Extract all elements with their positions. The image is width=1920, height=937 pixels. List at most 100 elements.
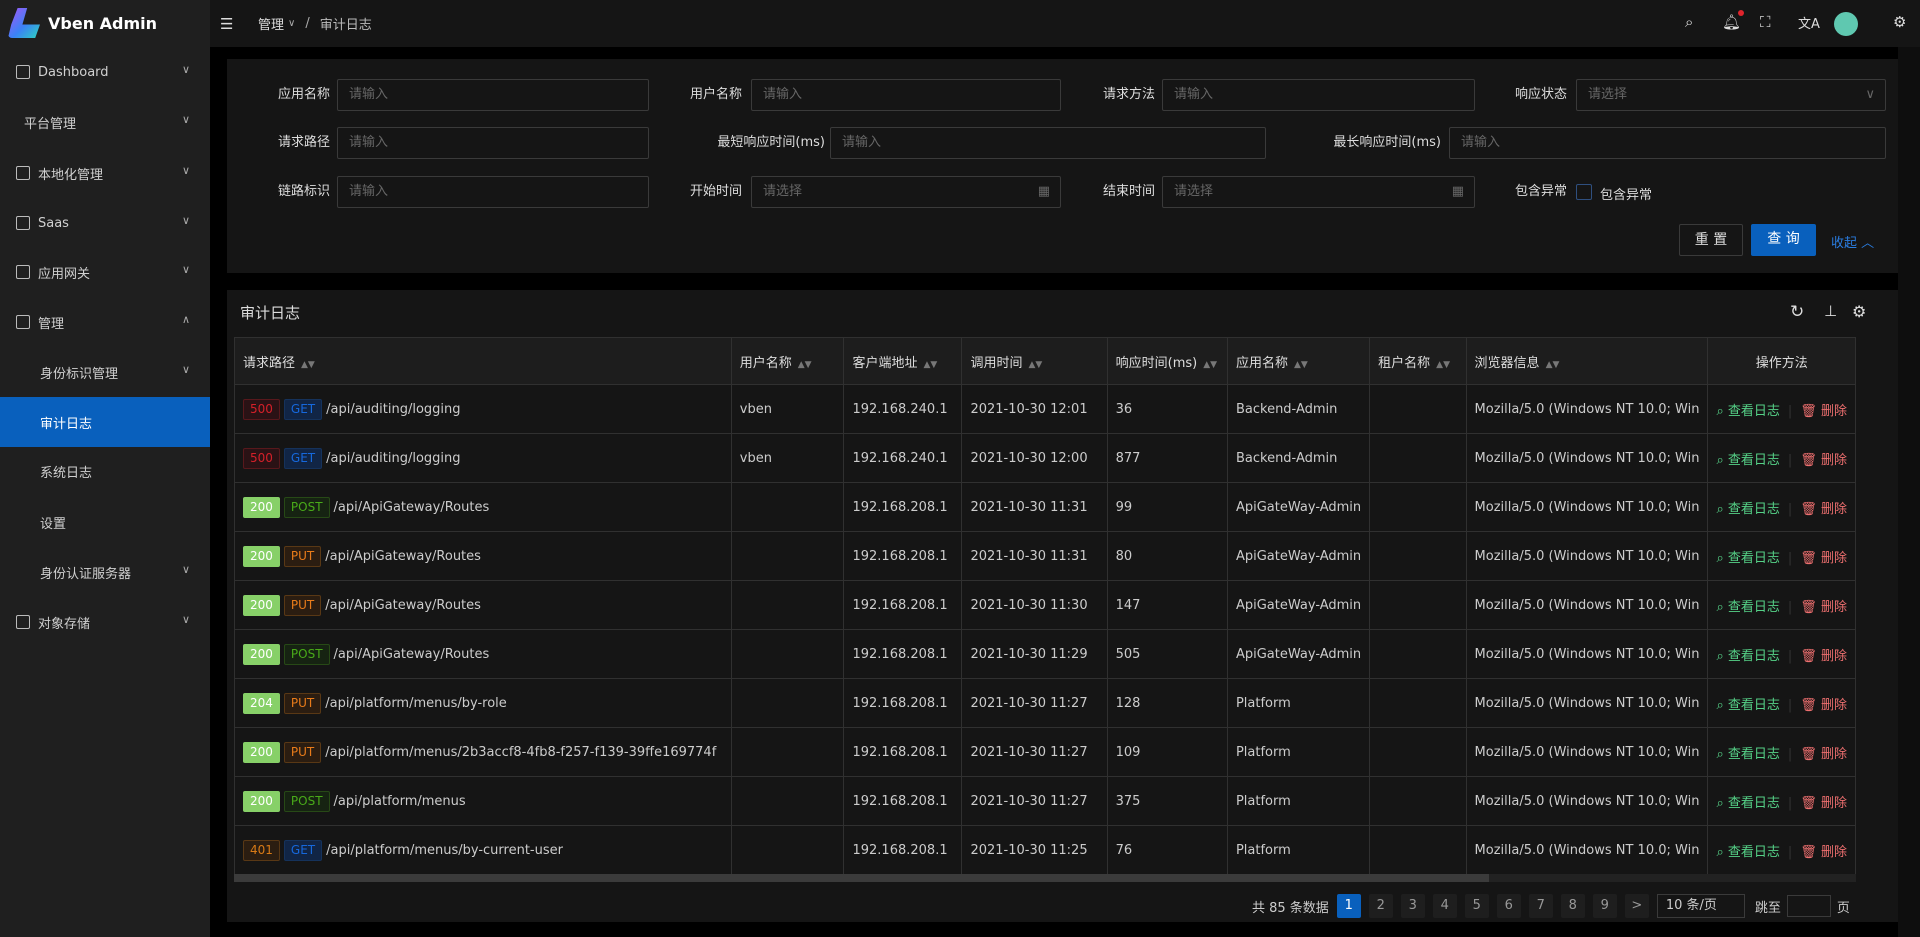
sidebar-item[interactable]: Saas ∨	[0, 198, 210, 248]
delete-button[interactable]: 🗑︎ 删除	[1800, 502, 1847, 517]
page-button[interactable]: 7	[1528, 894, 1553, 918]
delete-button[interactable]: 🗑︎ 删除	[1800, 404, 1847, 419]
table-row[interactable]: 200 POST/api/ApiGateway/Routes 192.168.20…	[234, 629, 1856, 679]
bell-icon[interactable]: 🔔︎	[1722, 10, 1745, 31]
sidebar-item[interactable]: 身份认证服务器 ∨	[0, 547, 210, 597]
page-button[interactable]: 3	[1400, 894, 1425, 918]
page-button[interactable]: 5	[1464, 894, 1489, 918]
page-button[interactable]: 6	[1496, 894, 1521, 918]
translate-icon[interactable]: 文A	[1798, 17, 1820, 32]
page-button[interactable]: 9	[1592, 894, 1617, 918]
sort-icon[interactable]: ▲▼	[1436, 359, 1451, 370]
jump-input[interactable]	[1786, 895, 1831, 917]
menu-fold-icon[interactable]: ☰	[220, 14, 234, 33]
table-row[interactable]: 200 POST/api/platform/menus 192.168.208.1…	[234, 776, 1856, 826]
view-log-button[interactable]: ⌕ 查看日志	[1716, 453, 1779, 468]
view-log-button[interactable]: ⌕ 查看日志	[1716, 845, 1779, 860]
view-log-button[interactable]: ⌕ 查看日志	[1716, 747, 1779, 762]
delete-button[interactable]: 🗑︎ 删除	[1800, 600, 1847, 615]
table-row[interactable]: 500 GET/api/auditing/logging vben 192.168…	[234, 384, 1856, 434]
start-input[interactable]: 请选择 ▦	[751, 176, 1061, 208]
sort-icon[interactable]: ▲▼	[1028, 359, 1043, 370]
view-log-button[interactable]: ⌕ 查看日志	[1716, 649, 1779, 664]
query-button[interactable]: 查 询	[1751, 224, 1816, 256]
exception-checkbox-label[interactable]: 包含异常	[1600, 188, 1653, 203]
user_name-input[interactable]: 请输入	[751, 79, 1061, 111]
column-header[interactable]: 请求路径 ▲▼	[234, 337, 732, 385]
table-row[interactable]: 200 POST/api/ApiGateway/Routes 192.168.20…	[234, 482, 1856, 532]
path-input[interactable]: 请输入	[337, 127, 649, 159]
sidebar-item[interactable]: 本地化管理 ∨	[0, 148, 210, 198]
sort-icon[interactable]: ▲▼	[1203, 359, 1218, 370]
sort-icon[interactable]: ▲▼	[1293, 359, 1308, 370]
sidebar-item[interactable]: 设置	[0, 497, 210, 547]
page-scrollbar[interactable]	[1898, 47, 1920, 937]
reset-button[interactable]: 重 置	[1679, 224, 1743, 256]
method-input[interactable]: 请输入	[1162, 79, 1475, 111]
sidebar-item[interactable]: 管理 ∧	[0, 297, 210, 347]
scrollbar-thumb[interactable]	[234, 874, 1489, 882]
sort-icon[interactable]: ▲▼	[797, 359, 812, 370]
view-log-button[interactable]: ⌕ 查看日志	[1716, 698, 1779, 713]
collapse-link[interactable]: 收起 ︿	[1831, 232, 1874, 251]
horizontal-scrollbar[interactable]	[234, 874, 1856, 882]
table-row[interactable]: 200 PUT/api/ApiGateway/Routes 192.168.208…	[234, 531, 1856, 581]
max_time-input[interactable]: 请输入	[1449, 127, 1886, 159]
view-log-button[interactable]: ⌕ 查看日志	[1716, 502, 1779, 517]
table-row[interactable]: 500 GET/api/auditing/logging vben 192.168…	[234, 433, 1856, 483]
delete-button[interactable]: 🗑︎ 删除	[1800, 747, 1847, 762]
settings-icon[interactable]: ⚙	[1893, 13, 1907, 31]
sort-icon[interactable]: ▲▼	[301, 359, 315, 370]
density-icon[interactable]: ⊥	[1824, 302, 1838, 320]
delete-button[interactable]: 🗑︎ 删除	[1800, 649, 1847, 664]
min_time-input[interactable]: 请输入	[830, 127, 1266, 159]
page-button[interactable]: 1	[1336, 894, 1361, 918]
sidebar-item[interactable]: 身份标识管理 ∨	[0, 347, 210, 397]
table-row[interactable]: 200 PUT/api/platform/menus/2b3accf8-4fb8-…	[234, 727, 1856, 777]
delete-button[interactable]: 🗑︎ 删除	[1800, 845, 1847, 860]
end-input[interactable]: 请选择 ▦	[1162, 176, 1475, 208]
table-row[interactable]: 200 PUT/api/ApiGateway/Routes 192.168.208…	[234, 580, 1856, 630]
column-header[interactable]: 用户名称 ▲▼	[730, 337, 845, 385]
sidebar-item[interactable]: 对象存储 ∨	[0, 597, 210, 647]
sort-icon[interactable]: ▲▼	[923, 359, 938, 370]
trace-input[interactable]: 请输入	[337, 176, 649, 208]
column-header[interactable]: 响应时间(ms) ▲▼	[1106, 337, 1228, 385]
breadcrumb-item[interactable]: 管理	[258, 18, 285, 33]
sidebar-item[interactable]: 审计日志	[0, 397, 210, 447]
delete-button[interactable]: 🗑︎ 删除	[1800, 698, 1847, 713]
delete-button[interactable]: 🗑︎ 删除	[1800, 453, 1847, 468]
page-button[interactable]: 4	[1432, 894, 1457, 918]
page-size-select[interactable]: 10 条/页	[1656, 894, 1745, 918]
view-log-button[interactable]: ⌕ 查看日志	[1716, 600, 1779, 615]
column-header[interactable]: 浏览器信息 ▲▼	[1465, 337, 1709, 385]
sidebar-item[interactable]: Dashboard ∨	[0, 47, 210, 97]
column-settings-icon[interactable]: ⚙	[1852, 302, 1867, 321]
table-row[interactable]: 204 PUT/api/platform/menus/by-role 192.16…	[234, 678, 1856, 728]
next-page-button[interactable]: >	[1624, 894, 1649, 918]
column-header[interactable]: 租户名称 ▲▼	[1369, 337, 1467, 385]
page-button[interactable]: 2	[1368, 894, 1393, 918]
exception-checkbox[interactable]	[1576, 184, 1592, 200]
column-header[interactable]: 应用名称 ▲▼	[1226, 337, 1371, 385]
status-input[interactable]: 请选择 ∨	[1576, 79, 1886, 111]
avatar[interactable]	[1834, 12, 1858, 36]
delete-button[interactable]: 🗑︎ 删除	[1800, 551, 1847, 566]
app_name-input[interactable]: 请输入	[337, 79, 649, 111]
column-header[interactable]: 调用时间 ▲▼	[961, 337, 1108, 385]
sidebar-item[interactable]: 系统日志	[0, 446, 210, 496]
sidebar-item[interactable]: 应用网关 ∨	[0, 247, 210, 297]
delete-button[interactable]: 🗑︎ 删除	[1800, 796, 1847, 811]
sort-icon[interactable]: ▲▼	[1545, 359, 1560, 370]
table-row[interactable]: 401 GET/api/platform/menus/by-current-use…	[234, 825, 1856, 874]
page-button[interactable]: 8	[1560, 894, 1585, 918]
view-log-button[interactable]: ⌕ 查看日志	[1716, 796, 1779, 811]
column-header[interactable]: 客户端地址 ▲▼	[843, 337, 963, 385]
search-icon[interactable]: ⌕	[1685, 13, 1694, 31]
view-log-button[interactable]: ⌕ 查看日志	[1716, 551, 1779, 566]
fullscreen-icon[interactable]: ⛶	[1760, 13, 1771, 31]
logo[interactable]: Vben Admin	[8, 8, 157, 38]
refresh-icon[interactable]: ↻	[1790, 302, 1805, 322]
sidebar-item[interactable]: 平台管理 ∨	[0, 97, 210, 147]
view-log-button[interactable]: ⌕ 查看日志	[1716, 404, 1779, 419]
